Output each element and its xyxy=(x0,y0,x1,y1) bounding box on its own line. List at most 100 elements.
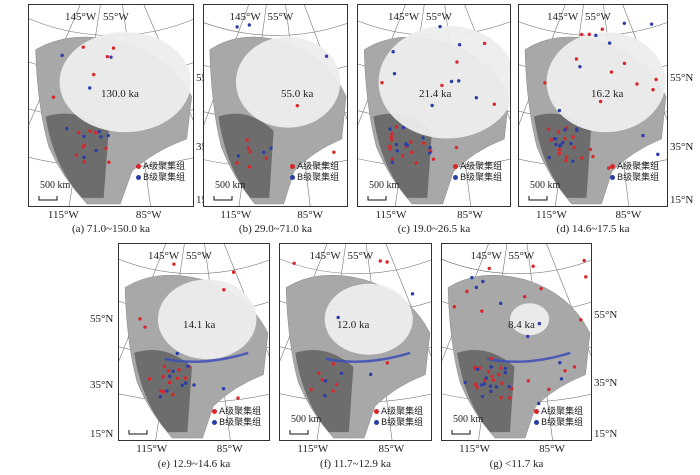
a-group-point xyxy=(171,392,175,397)
b-group-point xyxy=(192,383,196,387)
a-group-point xyxy=(378,259,383,263)
panel-e: 14.1 ka (e) 12.9~14.6 ka 145°W 55°W 115°W 8… xyxy=(90,243,270,471)
a-group-point xyxy=(88,129,92,133)
b-group-point xyxy=(388,127,392,131)
legend: A级聚集组 B级聚集组 xyxy=(136,162,185,184)
a-group-point xyxy=(564,158,568,163)
ice-sheet xyxy=(378,25,510,139)
panel-a: 130.0 ka (a) 71.0~150.0 ka 145°W 55°W 115°… xyxy=(28,4,219,235)
a-group-point xyxy=(236,396,240,400)
legend-dot-a xyxy=(290,164,295,170)
a-group-point xyxy=(588,147,593,152)
b-group-point xyxy=(395,149,399,153)
legend-item-a: A级聚集组 xyxy=(610,162,659,173)
a-group-point xyxy=(292,261,296,266)
ice-age-label: 12.0 ka xyxy=(337,319,370,331)
b-group-point xyxy=(82,155,86,160)
ice-sheet xyxy=(157,279,257,360)
a-group-point xyxy=(414,161,418,165)
lon-label-85w: 85°W xyxy=(539,443,565,455)
b-group-point xyxy=(394,142,399,147)
lon-label-115w: 115°W xyxy=(536,209,567,221)
mountain-terrain xyxy=(457,349,515,433)
a-group-point xyxy=(452,305,457,309)
map-canvas xyxy=(280,244,431,440)
a-group-point xyxy=(454,145,459,150)
map-canvas xyxy=(442,244,591,440)
a-group-point xyxy=(295,103,300,108)
panel-d: 16.2 ka (d) 14.6~17.5 ka 145°W 55°W 115°W 8… xyxy=(518,4,693,235)
panel-caption: (a) 71.0~150.0 ka xyxy=(71,223,151,235)
lon-label-115w: 115°W xyxy=(47,209,79,221)
panel-caption: (e) 12.9~14.6 ka xyxy=(157,458,231,470)
a-group-point xyxy=(572,365,577,369)
legend: A级聚集组 B级聚集组 xyxy=(453,162,502,184)
b-group-point xyxy=(323,393,327,398)
b-group-point xyxy=(463,380,467,385)
lat-label-55n: 55°N xyxy=(594,309,618,322)
a-group-point xyxy=(487,266,491,271)
legend-item-b: B级聚集组 xyxy=(290,173,339,184)
legend-dot-b xyxy=(136,175,141,181)
legend-item-a: A级聚集组 xyxy=(290,162,339,173)
a-group-point xyxy=(492,102,496,106)
a-group-point xyxy=(82,160,87,164)
proglacial-lake xyxy=(487,351,571,363)
a-group-point xyxy=(491,378,496,382)
a-group-point xyxy=(394,125,399,129)
b-group-point xyxy=(488,384,493,388)
a-group-point xyxy=(531,264,535,268)
ice-sheet xyxy=(510,303,550,336)
a-group-point xyxy=(331,389,335,393)
b-group-point xyxy=(430,103,434,108)
b-group-point xyxy=(391,50,395,54)
a-group-point xyxy=(591,154,595,159)
ice-age-label: 21.4 ka xyxy=(419,88,452,100)
a-group-point xyxy=(138,317,142,321)
a-group-point xyxy=(579,318,583,322)
b-group-point xyxy=(622,21,627,25)
b-group-point xyxy=(499,301,503,306)
a-group-point xyxy=(572,145,576,150)
b-group-point xyxy=(401,125,406,130)
latitude-arc xyxy=(204,22,347,36)
a-group-point xyxy=(508,396,512,400)
a-group-point xyxy=(510,386,514,391)
b-group-point xyxy=(563,128,567,132)
panel-c: 21.4 ka (c) 19.0~26.5 ka 145°W 55°W 115°W 8… xyxy=(357,4,511,235)
lat-label-55n: 55°N xyxy=(670,72,694,85)
a-group-point xyxy=(104,146,108,151)
b-group-point xyxy=(64,126,69,131)
b-group-point xyxy=(649,22,654,26)
a-group-point xyxy=(557,148,562,152)
lon-label-55w: 55°W xyxy=(585,11,611,23)
lon-label-115w: 115°W xyxy=(220,209,252,221)
mountain-terrain xyxy=(295,349,354,433)
lon-label-55w: 55°W xyxy=(267,11,294,23)
a-group-point xyxy=(584,275,588,279)
a-group-point xyxy=(177,368,181,372)
lat-label-35n: 35°N xyxy=(670,141,694,154)
a-group-point xyxy=(93,130,98,135)
lat-label-15n: 15°N xyxy=(90,428,114,441)
map-canvas xyxy=(119,244,269,440)
b-group-point xyxy=(553,137,558,141)
a-group-point xyxy=(183,376,187,380)
panel-caption: (g) <11.7 ka xyxy=(489,458,544,470)
b-group-point xyxy=(558,360,562,365)
legend-item-b: B级聚集组 xyxy=(374,418,423,429)
b-group-point xyxy=(60,53,64,58)
b-group-point xyxy=(165,389,169,393)
a-group-point xyxy=(162,364,167,369)
b-group-point xyxy=(97,129,101,134)
ice-sheet xyxy=(546,32,666,133)
legend-dot-b xyxy=(534,420,539,426)
b-group-point xyxy=(324,54,329,58)
legend-item-a: A级聚集组 xyxy=(136,162,185,173)
legend-item-b: B级聚集组 xyxy=(534,418,583,429)
a-group-point xyxy=(598,99,603,104)
lon-label-55w: 55°W xyxy=(347,250,374,262)
lon-label-85w: 85°W xyxy=(378,443,405,455)
lon-label-145w: 145°W xyxy=(547,11,579,23)
a-group-point xyxy=(410,150,414,155)
